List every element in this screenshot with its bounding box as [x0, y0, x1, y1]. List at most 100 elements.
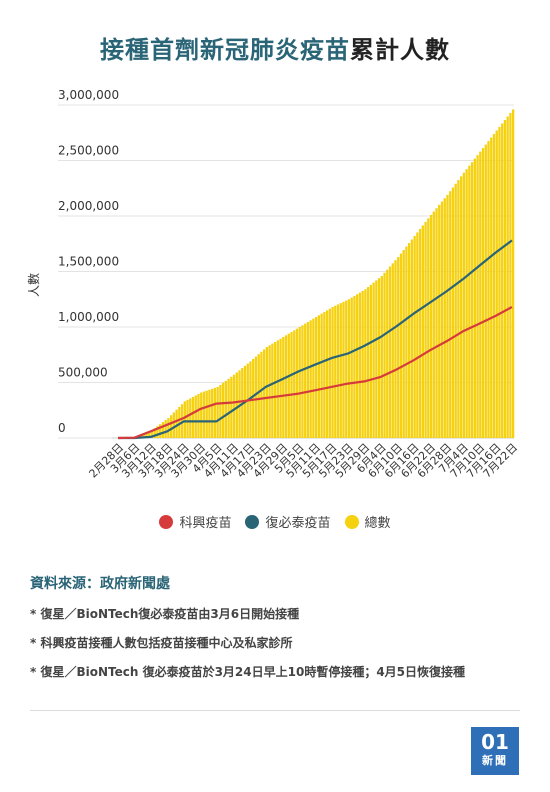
total-bar: [334, 305, 337, 438]
total-bar: [421, 225, 424, 438]
y-tick-label: 500,000: [58, 366, 108, 380]
total-bar: [364, 289, 367, 438]
legend-item-biontech: 復必泰疫苗: [245, 512, 331, 531]
total-bar: [317, 315, 321, 438]
total-bar: [148, 431, 151, 438]
total-bar: [200, 392, 203, 438]
total-bar: [142, 433, 145, 438]
total-bar: [186, 399, 189, 438]
total-bar: [501, 123, 504, 438]
total-bar: [183, 401, 186, 438]
total-bar: [435, 208, 438, 438]
total-bar: [298, 327, 301, 438]
total-bar: [172, 412, 176, 438]
total-bar: [402, 250, 405, 438]
total-bar: [427, 218, 430, 438]
legend-label: 復必泰疫苗: [265, 516, 331, 531]
total-bar: [169, 415, 173, 438]
total-bar: [457, 180, 460, 439]
legend-item-sinovac: 科興疫苗: [159, 512, 231, 531]
total-bar: [380, 275, 383, 438]
total-bar: [479, 151, 482, 438]
total-bar: [394, 260, 397, 438]
total-bar: [279, 338, 282, 438]
total-bar: [356, 294, 359, 438]
total-bar: [347, 299, 351, 438]
total-bar: [386, 269, 389, 438]
total-bar: [293, 330, 296, 438]
total-bar: [432, 211, 435, 438]
total-bar: [375, 280, 378, 438]
total-bar: [495, 130, 498, 438]
total-bar: [462, 172, 466, 438]
total-bar: [150, 430, 154, 438]
total-bar: [484, 144, 487, 438]
total-bar: [449, 191, 452, 438]
total-bar: [468, 165, 471, 438]
total-bar: [252, 359, 255, 438]
total-bar: [208, 389, 211, 438]
total-bar: [156, 426, 159, 438]
total-bar: [345, 300, 348, 438]
total-bar: [257, 354, 260, 438]
total-bar: [358, 292, 362, 438]
total-bar: [487, 141, 490, 438]
hk01-logo: 01 新聞: [471, 727, 519, 775]
total-bar: [399, 253, 403, 438]
total-bar: [295, 328, 299, 438]
total-bar: [224, 380, 227, 438]
total-bar: [164, 420, 167, 438]
total-bar: [238, 370, 241, 438]
divider: [30, 710, 520, 711]
grid: [58, 104, 514, 439]
total-bar: [331, 307, 334, 438]
legend-swatch: [159, 514, 174, 529]
total-bar: [265, 346, 269, 438]
total-bar: [268, 345, 271, 438]
total-bar: [413, 235, 416, 438]
total-bar: [460, 176, 463, 438]
series-line-biontech: [118, 239, 513, 440]
total-bar: [503, 119, 507, 439]
total-bar: [287, 333, 290, 438]
total-bar: [366, 287, 370, 438]
chart-title-rest: 累計人數: [350, 36, 450, 64]
footnote: * 科興疫苗接種人數包括疫苗接種中心及私家診所: [30, 636, 293, 650]
total-bar: [167, 418, 170, 438]
total-bar: [282, 336, 285, 438]
total-bar: [397, 257, 400, 438]
total-bar: [232, 374, 236, 438]
total-bar: [180, 404, 184, 438]
x-tick-labels: 2月28日3月6日3月12日3月18日3月24日3月30日4月5日4月11日4月…: [87, 441, 521, 481]
y-tick-labels: 0 500,000 1,000,000 1,500,000 2,000,000 2,500…: [58, 88, 119, 435]
data-source: 資料來源：政府新聞處: [30, 576, 170, 592]
total-bar: [202, 391, 206, 438]
y-tick-label: 3,000,000: [58, 88, 119, 102]
y-tick-label: 2,000,000: [58, 199, 119, 213]
total-bar: [372, 282, 375, 438]
total-bar: [350, 297, 353, 438]
total-bar: [315, 317, 318, 438]
total-bar: [306, 322, 310, 438]
footnote: * 復星／BioNTech復必泰疫苗由3月6日開始接種: [30, 607, 300, 621]
total-bar: [446, 194, 449, 438]
total-bar: [369, 284, 373, 438]
total-bar: [219, 384, 222, 438]
total-bar: [408, 243, 411, 438]
total-bar: [443, 198, 446, 438]
total-bar: [254, 356, 258, 438]
total-bar: [205, 390, 208, 438]
y-tick-label: 1,500,000: [58, 255, 119, 269]
chart-title-highlight: 接種首劑新冠肺炎疫苗: [100, 36, 350, 64]
total-bar: [161, 422, 165, 438]
legend-item-total: 總數: [344, 512, 391, 531]
total-bar: [492, 134, 496, 439]
total-bar: [481, 148, 485, 439]
total-bar: [175, 409, 178, 438]
total-bar: [490, 137, 493, 438]
total-bar: [290, 331, 293, 438]
total-bar: [383, 272, 386, 438]
total-bar: [235, 372, 238, 438]
total-bar: [391, 263, 394, 438]
total-bar: [454, 183, 457, 438]
